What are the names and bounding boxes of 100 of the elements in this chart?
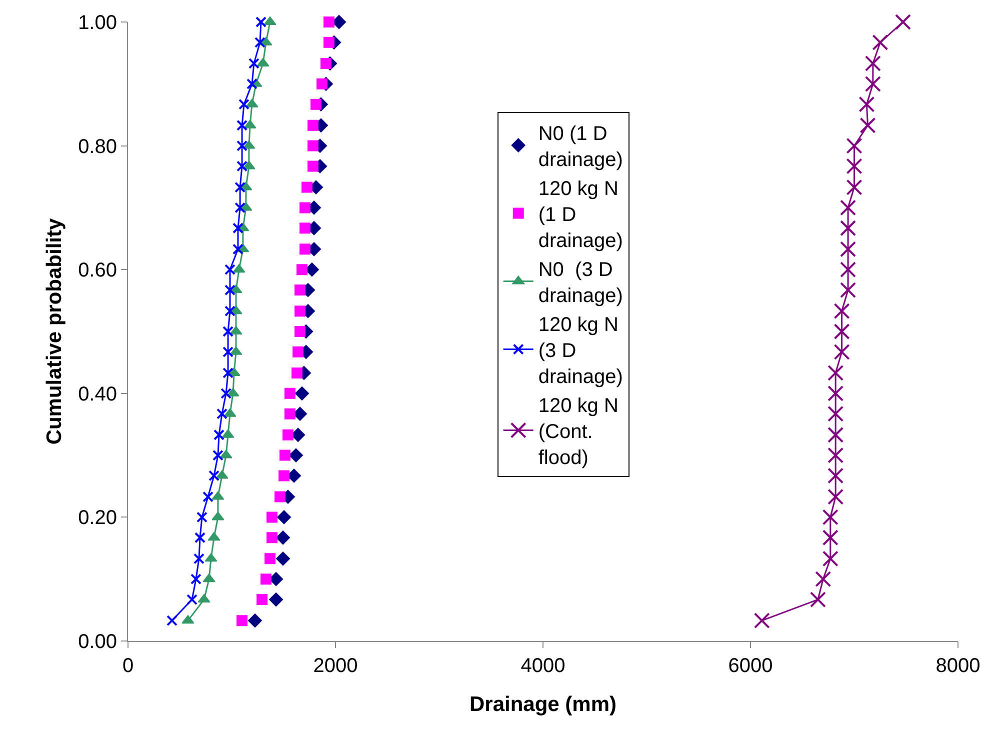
point — [260, 574, 272, 585]
y-tick-label: 1.00 — [78, 12, 117, 34]
point — [294, 326, 306, 337]
y-axis-title: Cumulative probability — [43, 218, 66, 445]
y-tick-label: 0.60 — [78, 260, 117, 282]
point — [278, 470, 290, 482]
y-tick-label: 0.80 — [78, 136, 117, 158]
point — [276, 552, 290, 566]
point — [846, 158, 862, 174]
y-tick-label: 0.00 — [78, 631, 117, 653]
point — [236, 615, 248, 626]
point — [846, 179, 862, 196]
point — [279, 450, 290, 461]
point — [300, 244, 310, 255]
point — [296, 264, 308, 276]
y-tick-label: 0.20 — [78, 507, 117, 530]
point — [208, 470, 220, 482]
point — [236, 140, 248, 152]
point — [323, 16, 334, 28]
point — [202, 491, 214, 502]
point — [282, 429, 294, 440]
point — [236, 120, 248, 131]
point — [810, 592, 826, 608]
point — [828, 406, 844, 422]
point — [246, 78, 258, 90]
point — [292, 346, 304, 358]
point — [166, 615, 178, 626]
point — [277, 510, 292, 524]
x-tick-label: 4000 — [520, 655, 566, 677]
point — [846, 138, 862, 154]
point — [220, 388, 232, 399]
point — [256, 594, 268, 606]
point — [196, 512, 208, 523]
point — [828, 488, 844, 505]
point — [822, 530, 838, 546]
point — [186, 594, 198, 606]
point — [895, 14, 912, 30]
point — [232, 222, 244, 234]
point — [276, 530, 290, 545]
point — [284, 408, 296, 420]
point — [224, 264, 236, 276]
y-tick-label: 0.40 — [78, 383, 117, 406]
point — [234, 202, 246, 214]
point — [332, 15, 346, 29]
point — [307, 160, 318, 172]
point — [256, 16, 267, 28]
point — [238, 98, 250, 110]
x-tick-label: 2000 — [313, 655, 358, 677]
point — [224, 284, 236, 296]
point — [266, 532, 278, 544]
point — [264, 553, 276, 564]
point — [266, 512, 278, 523]
legend-label: N0 (1 D drainage) — [538, 123, 623, 172]
x-axis-title: Drainage (mm) — [469, 693, 617, 716]
legend-label: 120 kg N (Cont. flood) — [538, 395, 618, 470]
point — [284, 388, 296, 399]
point — [234, 182, 246, 193]
point — [222, 367, 234, 378]
point — [828, 468, 844, 484]
point — [294, 386, 309, 400]
point — [754, 612, 770, 629]
point — [248, 614, 262, 628]
point — [294, 306, 306, 317]
point — [307, 120, 318, 131]
point — [300, 202, 310, 214]
point — [212, 450, 224, 461]
point — [274, 491, 286, 502]
point — [840, 262, 856, 278]
point — [828, 385, 844, 402]
legend-label: 120 kg N (3 D drainage) — [538, 314, 623, 388]
point — [840, 282, 856, 298]
point — [840, 220, 856, 236]
legend-label: N0 (3 D drainage) — [538, 259, 623, 308]
point — [864, 55, 881, 72]
point — [834, 324, 850, 340]
point — [307, 140, 318, 152]
point — [864, 76, 881, 92]
point — [840, 200, 856, 216]
point — [320, 58, 332, 69]
point — [872, 34, 888, 50]
point — [301, 182, 312, 193]
point — [822, 509, 838, 526]
point — [291, 428, 306, 442]
point — [194, 532, 206, 544]
point — [323, 36, 334, 48]
point — [190, 574, 202, 585]
point — [834, 344, 850, 360]
point — [193, 553, 204, 564]
point — [300, 222, 310, 234]
point — [822, 550, 838, 567]
point — [213, 429, 224, 440]
point — [224, 306, 236, 317]
point — [293, 406, 308, 421]
point — [254, 36, 266, 48]
x-tick-label: 6000 — [728, 655, 773, 677]
point — [222, 326, 234, 337]
point — [236, 160, 248, 172]
legend-label: 120 kg N (1 D drainage) — [538, 178, 623, 252]
point — [815, 571, 832, 588]
x-tick-label: 8000 — [936, 655, 980, 677]
